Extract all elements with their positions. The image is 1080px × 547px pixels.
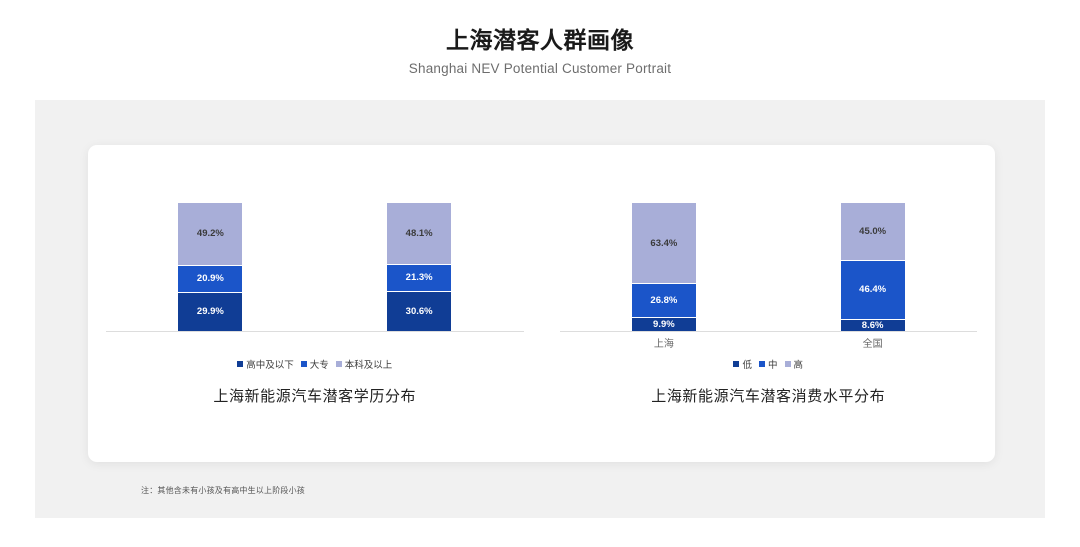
bar-segment-label: 49.2% xyxy=(196,228,224,240)
chart-education-distribution: 49.2% 20.9% 29.9% 48.1% xyxy=(88,145,542,415)
legend-label: 高中及以下 xyxy=(246,360,294,371)
legend-label: 低 xyxy=(742,360,752,371)
bar-segment-low[interactable]: 9.9% xyxy=(631,318,696,331)
bar-segment-low[interactable]: 8.6% xyxy=(840,319,905,331)
bar-segment-label: 46.4% xyxy=(859,284,887,296)
bar-segment-high[interactable]: 49.2% xyxy=(178,203,243,266)
plot-area-consumption: 63.4% 26.8% 9.9% 45.0% xyxy=(560,185,978,331)
plot-area-education: 49.2% 20.9% 29.9% 48.1% xyxy=(106,185,524,331)
page-title: 上海潜客人群画像 xyxy=(446,27,634,53)
bars-education: 49.2% 20.9% 29.9% 48.1% xyxy=(106,203,524,331)
bar-segment-label: 48.1% xyxy=(405,227,433,239)
legend-item[interactable]: 低 xyxy=(733,357,752,371)
legend-item[interactable]: 大专 xyxy=(300,357,329,371)
legend-swatch-icon xyxy=(237,361,244,367)
bar-segment-label: 63.4% xyxy=(650,237,678,249)
legend-swatch-icon xyxy=(733,361,740,367)
bar-segment-label: 9.9% xyxy=(653,319,675,331)
page-header: 上海潜客人群画像 Shanghai NEV Potential Customer… xyxy=(0,0,1080,76)
footnote: 注：其他含未有小孩及有高中生以上阶段小孩 xyxy=(141,486,305,495)
bar-column[interactable]: 49.2% 20.9% 29.9% xyxy=(178,203,243,331)
bar-segment-label: 26.8% xyxy=(650,295,678,307)
axis-line-consumption xyxy=(559,331,977,332)
legend-swatch-icon xyxy=(300,361,307,367)
chart-consumption-distribution: 63.4% 26.8% 9.9% 45.0% xyxy=(542,145,996,415)
legend-item[interactable]: 高 xyxy=(784,357,804,371)
content-panel: 49.2% 20.9% 29.9% 48.1% xyxy=(35,100,1045,518)
bar-segment-mid[interactable]: 26.8% xyxy=(631,284,696,319)
legend-label: 高 xyxy=(793,360,804,371)
legend-label: 本科及以上 xyxy=(344,360,393,371)
legend-label: 中 xyxy=(767,360,778,371)
legend-consumption: 低 中 高 xyxy=(542,357,996,371)
bar-segment-label: 8.6% xyxy=(861,319,884,331)
bar-segment-label: 45.0% xyxy=(859,225,887,237)
legend-item[interactable]: 中 xyxy=(758,357,778,371)
bar-segment-high[interactable]: 45.0% xyxy=(840,203,905,261)
bar-segment-low[interactable]: 30.6% xyxy=(387,291,452,331)
category-label: 上海 xyxy=(653,339,674,350)
bar-segment-label: 29.9% xyxy=(196,306,224,318)
category-labels-consumption: 上海 全国 xyxy=(560,335,978,351)
bar-column[interactable]: 48.1% 21.3% 30.6% xyxy=(387,203,452,331)
legend-item[interactable]: 高中及以下 xyxy=(237,357,294,371)
axis-line-education xyxy=(106,331,524,332)
bar-segment-mid[interactable]: 21.3% xyxy=(387,264,452,292)
bar-segment-low[interactable]: 29.9% xyxy=(178,292,243,331)
bar-column[interactable]: 45.0% 46.4% 8.6% xyxy=(840,203,905,331)
bar-segment-mid[interactable]: 46.4% xyxy=(840,260,905,320)
bars-consumption: 63.4% 26.8% 9.9% 45.0% xyxy=(560,203,978,331)
bar-segment-high[interactable]: 63.4% xyxy=(631,203,696,285)
bar-segment-mid[interactable]: 20.9% xyxy=(178,265,243,293)
legend-swatch-icon xyxy=(335,361,342,367)
bar-segment-label: 20.9% xyxy=(196,273,224,285)
bar-segment-high[interactable]: 48.1% xyxy=(387,203,452,265)
bar-segment-label: 30.6% xyxy=(405,305,433,317)
bar-column[interactable]: 63.4% 26.8% 9.9% xyxy=(631,203,696,331)
legend-education: 高中及以下 大专 本科及以上 xyxy=(88,357,542,371)
legend-item[interactable]: 本科及以上 xyxy=(335,357,393,371)
page-subtitle: Shanghai NEV Potential Customer Portrait xyxy=(408,60,672,76)
legend-swatch-icon xyxy=(758,361,765,367)
chart-caption-education: 上海新能源汽车潜客学历分布 xyxy=(213,388,417,405)
charts-card: 49.2% 20.9% 29.9% 48.1% xyxy=(88,145,995,495)
charts-row: 49.2% 20.9% 29.9% 48.1% xyxy=(88,145,995,415)
bar-segment-label: 21.3% xyxy=(405,272,433,284)
legend-swatch-icon xyxy=(784,361,791,367)
chart-caption-consumption: 上海新能源汽车潜客消费水平分布 xyxy=(651,388,886,405)
legend-label: 大专 xyxy=(309,360,329,371)
category-label: 全国 xyxy=(862,339,883,350)
